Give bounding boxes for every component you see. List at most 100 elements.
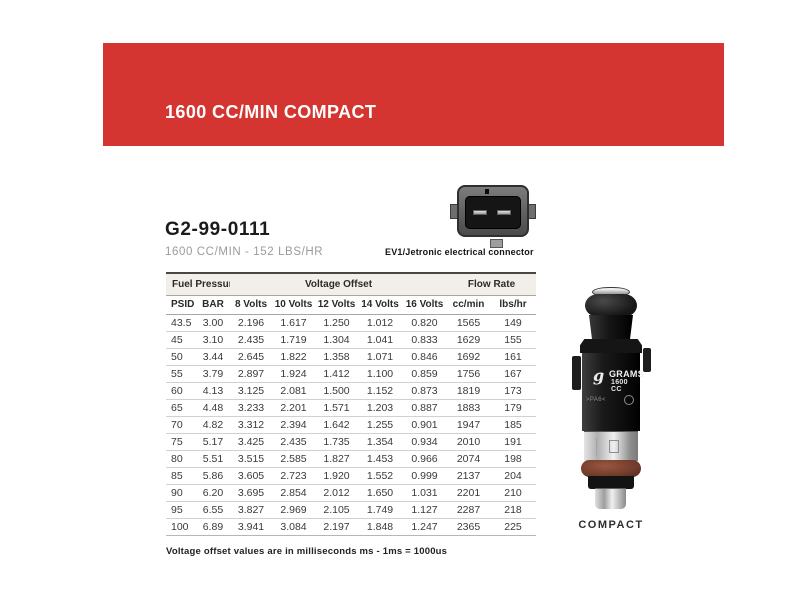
- table-cell: 1.041: [358, 331, 402, 349]
- connector-bottom-tab: [490, 239, 503, 248]
- table-cell: 1.304: [315, 331, 358, 349]
- table-row: 75 5.17 3.425 2.435 1.735 1.354 0.934 2010 191: [166, 433, 537, 451]
- ev1-connector-icon: [450, 183, 536, 248]
- table-row: 70 4.82 3.312 2.394 1.642 1.255 0.901 1947 185: [166, 416, 537, 434]
- table-cell: 3.00: [196, 314, 230, 332]
- table-cell: 1.012: [358, 314, 402, 332]
- injector-clip-left: [572, 356, 581, 390]
- table-cell: 1.924: [272, 365, 315, 383]
- table-cell: 1.203: [358, 399, 402, 417]
- table-group-header: Flow Rate: [447, 273, 537, 296]
- table-cell: 1.255: [358, 416, 402, 434]
- table-group-header: Voltage Offset: [230, 273, 448, 296]
- table-cell: 1.719: [272, 331, 315, 349]
- table-cell: 90: [166, 484, 196, 502]
- table-cell: 60: [166, 382, 196, 400]
- connector-housing: [457, 185, 529, 248]
- table-cell: 6.55: [196, 501, 230, 519]
- table-cell: 155: [490, 331, 537, 349]
- table-cell: 1.127: [402, 501, 448, 519]
- injector-material-marking: >PA6<: [586, 397, 606, 403]
- table-cell: 0.833: [402, 331, 448, 349]
- table-cell: 70: [166, 416, 196, 434]
- table-cell: 3.515: [230, 450, 272, 468]
- table-cell: 3.827: [230, 501, 272, 519]
- table-row: 43.5 3.00 2.196 1.617 1.250 1.012 0.820 1565 149: [166, 314, 537, 332]
- table-cell: 2201: [447, 484, 491, 502]
- table-row: 85 5.86 3.605 2.723 1.920 1.552 0.999 2137 204: [166, 467, 537, 485]
- table-cell: 6.20: [196, 484, 230, 502]
- table-cell: 0.820: [402, 314, 448, 332]
- table-cell: 2.435: [272, 433, 315, 451]
- table-cell: 210: [490, 484, 537, 502]
- table-column-header: 8 Volts: [230, 295, 272, 315]
- table-cell: 3.695: [230, 484, 272, 502]
- table-cell: 1.822: [272, 348, 315, 366]
- table-cell: 198: [490, 450, 537, 468]
- injector-top-dome: [585, 294, 637, 317]
- connector-pin-right: [497, 210, 511, 215]
- table-cell: 1565: [447, 314, 491, 332]
- table-cell: 6.89: [196, 518, 230, 536]
- table-cell: 2.645: [230, 348, 272, 366]
- table-cell: 185: [490, 416, 537, 434]
- table-cell: 3.125: [230, 382, 272, 400]
- table-cell: 45: [166, 331, 196, 349]
- table-cell: 2.201: [272, 399, 315, 417]
- table-row: 100 6.89 3.941 3.084 2.197 1.848 1.247 2365 225: [166, 518, 537, 536]
- table-cell: 0.859: [402, 365, 448, 383]
- table-cell: 2074: [447, 450, 491, 468]
- table-cell: 1.071: [358, 348, 402, 366]
- table-cell: 1.500: [315, 382, 358, 400]
- table-column-header: 14 Volts: [358, 295, 402, 315]
- table-cell: 1.642: [315, 416, 358, 434]
- table-cell: 179: [490, 399, 537, 417]
- table-cell: 0.966: [402, 450, 448, 468]
- table-cell: 3.312: [230, 416, 272, 434]
- table-cell: 1819: [447, 382, 491, 400]
- table-column-header: BAR: [196, 295, 230, 315]
- table-cell: 3.084: [272, 518, 315, 536]
- table-cell: 75: [166, 433, 196, 451]
- injector-lower-section: [588, 476, 634, 489]
- table-row: 80 5.51 3.515 2.585 1.827 1.453 0.966 2074 198: [166, 450, 537, 468]
- table-cell: 1.250: [315, 314, 358, 332]
- table-cell: 55: [166, 365, 196, 383]
- grams-logo-icon: g: [593, 366, 605, 385]
- table-cell: 5.51: [196, 450, 230, 468]
- injector-clip-right: [643, 348, 651, 372]
- connector-caption: EV1/Jetronic electrical connector: [385, 247, 534, 257]
- table-cell: 1.412: [315, 365, 358, 383]
- table-cell: 0.887: [402, 399, 448, 417]
- connector-notch: [485, 189, 489, 194]
- table-cell: 80: [166, 450, 196, 468]
- table-cell: 2.197: [315, 518, 358, 536]
- table-cell: 2.854: [272, 484, 315, 502]
- table-cell: 1.920: [315, 467, 358, 485]
- table-cell: 2.081: [272, 382, 315, 400]
- table-cell: 0.901: [402, 416, 448, 434]
- table-cell: 0.934: [402, 433, 448, 451]
- table-row: 95 6.55 3.827 2.969 2.105 1.749 1.127 2287 218: [166, 501, 537, 519]
- table-cell: 1.358: [315, 348, 358, 366]
- table-column-header: cc/min: [447, 295, 491, 315]
- table-cell: 2137: [447, 467, 491, 485]
- table-cell: 1.100: [358, 365, 402, 383]
- table-body: 43.5 3.00 2.196 1.617 1.250 1.012 0.820 1565 149…: [166, 314, 537, 536]
- table-column-header: 16 Volts: [402, 295, 448, 315]
- table-cell: 225: [490, 518, 537, 536]
- header-band: 1600 CC/MIN COMPACT: [103, 43, 724, 146]
- table-cell: 85: [166, 467, 196, 485]
- table-cell: 4.48: [196, 399, 230, 417]
- table-cell: 1.848: [358, 518, 402, 536]
- injector-brand-label: GRAMS: [609, 369, 644, 379]
- injector-nozzle: [595, 488, 626, 509]
- table-cell: 3.44: [196, 348, 230, 366]
- part-subtitle: 1600 CC/MIN - 152 LBS/HR: [165, 246, 324, 258]
- injector-metal-band: [584, 431, 638, 461]
- compact-label: COMPACT: [578, 519, 644, 531]
- injector-neck: [589, 315, 633, 340]
- table-cell: 1.617: [272, 314, 315, 332]
